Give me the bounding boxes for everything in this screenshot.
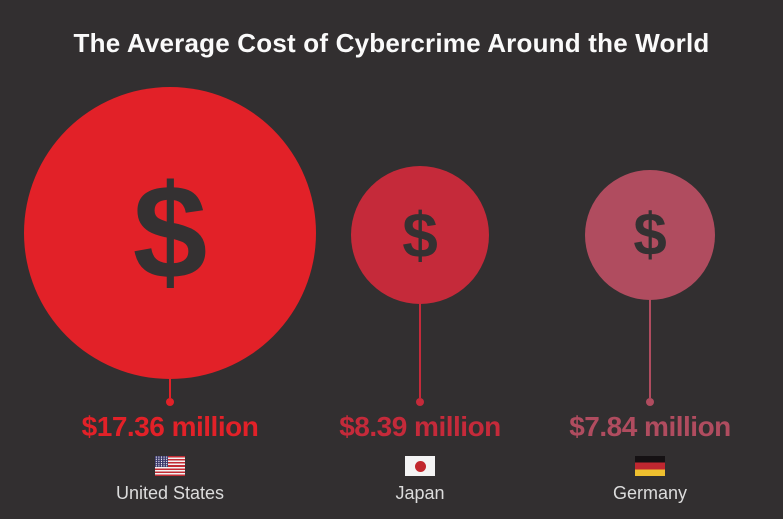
pointer-dot [166,398,174,406]
country-name-label: United States [115,483,225,503]
japan-flag-sun [414,460,426,472]
pointer-line [649,300,651,398]
country-column-germany: $ $7.84 million Germany [550,0,750,519]
cost-value-label: $8.39 million [339,411,501,442]
dollar-sign-icon: $ [402,199,438,271]
cost-bubble-japan: $ [351,166,489,304]
us-flag-canton [155,456,168,467]
dollar-sign-icon: $ [633,201,667,268]
germany-flag-icon [635,456,665,476]
us-flag-icon [155,456,185,476]
pointer-line [419,304,421,398]
pointer-dot [646,398,654,406]
dollar-sign-icon: $ [132,158,208,307]
country-name-label: Japan [395,483,445,503]
pointer-dot [416,398,424,406]
chart-title: The Average Cost of Cybercrime Around th… [73,28,710,58]
cost-bubble-united-states: $ [24,87,316,379]
country-column-japan: $ $8.39 million Japan [320,0,520,519]
japan-flag-icon [405,456,435,476]
cost-bubble-germany: $ [585,170,715,300]
cost-value-label: $17.36 million [81,411,259,442]
country-column-united-states: $ $17.36 million United States [0,0,340,519]
country-name-label: Germany [612,483,688,503]
cost-value-label: $7.84 million [569,411,731,442]
pointer-line [169,379,171,398]
